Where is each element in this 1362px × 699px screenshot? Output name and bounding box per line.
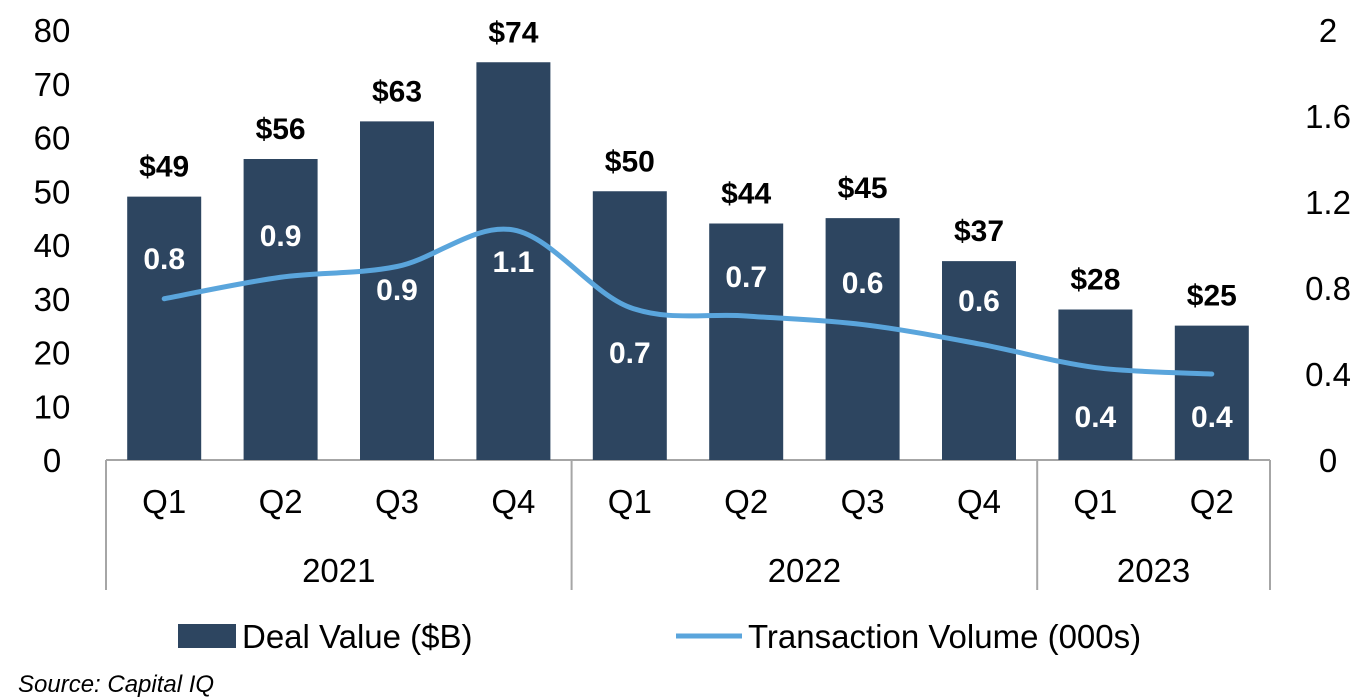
- category-label: Q2: [259, 483, 303, 520]
- category-label: Q1: [1073, 483, 1117, 520]
- line-data-labels: 0.8 0.9 0.9 1.1 0.7 0.7 0.6 0.6 0.4 0.4: [143, 220, 1233, 434]
- right-axis-tick: 0: [1319, 442, 1337, 479]
- bar-value-label: $25: [1187, 280, 1237, 313]
- bar-deal-value: [476, 62, 551, 460]
- bar-value-label: $63: [372, 75, 422, 108]
- year-group-labels: 2021 2022 2023: [302, 552, 1190, 589]
- left-axis-tick: 80: [34, 12, 71, 49]
- line-value-label: 0.6: [842, 267, 884, 300]
- left-axis-tick: 20: [34, 335, 71, 372]
- bar-value-label: $45: [838, 172, 888, 205]
- line-value-label: 0.9: [260, 220, 302, 253]
- line-value-label: 0.4: [1191, 401, 1233, 434]
- right-axis-tick: 0.8: [1305, 270, 1351, 307]
- right-axis-tick: 1.6: [1305, 98, 1351, 135]
- bar-value-label: $49: [139, 151, 189, 184]
- bar-deal-value: [1058, 309, 1133, 460]
- category-label: Q1: [608, 483, 652, 520]
- group-label: 2023: [1117, 552, 1190, 589]
- left-axis-tick: 0: [43, 442, 61, 479]
- left-axis-tick: 60: [34, 120, 71, 157]
- right-axis-tick: 2: [1319, 12, 1337, 49]
- bar-deal-value: [592, 191, 667, 460]
- group-label: 2022: [768, 552, 841, 589]
- source-note: Source: Capital IQ: [18, 671, 214, 698]
- category-label: Q3: [841, 483, 885, 520]
- right-axis-tick: 1.2: [1305, 184, 1351, 221]
- category-axis: [105, 459, 1271, 590]
- group-label: 2021: [302, 552, 375, 589]
- bar-deal-value: [360, 121, 434, 460]
- right-axis-ticks: 0 0.4 0.8 1.2 1.6 2: [1305, 12, 1351, 479]
- bar-value-label: $37: [954, 215, 1004, 248]
- bar-deal-value: [942, 261, 1016, 460]
- left-axis-tick: 40: [34, 227, 71, 264]
- bar-deal-value: [825, 218, 900, 460]
- bar-deal-value: [127, 196, 202, 460]
- line-value-label: 1.1: [493, 246, 535, 279]
- category-label: Q1: [142, 483, 186, 520]
- bar-data-labels: $49 $56 $63 $74 $50 $44 $45 $37 $28 $25: [139, 16, 1237, 312]
- bar-value-label: $50: [605, 145, 655, 178]
- bar-value-label: $56: [256, 113, 306, 146]
- line-value-label: 0.9: [376, 274, 418, 307]
- left-axis-ticks: 0 10 20 30 40 50 60 70 80: [34, 12, 71, 479]
- bar-deal-value: [243, 159, 318, 460]
- transaction-volume-line: [161, 226, 1215, 377]
- bar-value-label: $44: [721, 178, 771, 211]
- category-label: Q2: [1190, 483, 1234, 520]
- bar-value-label: $28: [1070, 264, 1120, 297]
- left-axis-tick: 70: [34, 66, 71, 103]
- legend-swatch-deal-value: [178, 624, 236, 648]
- left-axis-tick: 50: [34, 173, 71, 210]
- legend-label-transaction-volume: Transaction Volume (000s): [748, 618, 1141, 655]
- left-axis-tick: 10: [34, 388, 71, 425]
- line-value-label: 0.8: [143, 243, 185, 276]
- category-label: Q4: [491, 483, 535, 520]
- bar-value-label: $74: [488, 16, 538, 49]
- category-label: Q2: [724, 483, 768, 520]
- line-series-transaction-volume: [161, 226, 1215, 377]
- line-value-label: 0.6: [958, 285, 1000, 318]
- line-value-label: 0.7: [725, 261, 767, 294]
- bar-deal-value: [1174, 325, 1249, 460]
- legend-label-deal-value: Deal Value ($B): [242, 618, 473, 655]
- category-label: Q3: [375, 483, 419, 520]
- bar-deal-value: [709, 223, 784, 460]
- legend: Deal Value ($B) Transaction Volume (000s…: [178, 618, 1141, 655]
- left-axis-tick: 30: [34, 281, 71, 318]
- right-axis-tick: 0.4: [1305, 356, 1351, 393]
- category-labels: Q1 Q2 Q3 Q4 Q1 Q2 Q3 Q4 Q1 Q2: [142, 483, 1234, 520]
- line-value-label: 0.4: [1075, 401, 1117, 434]
- bar-series-deal-value: [127, 62, 1249, 460]
- line-value-label: 0.7: [609, 337, 651, 370]
- category-label: Q4: [957, 483, 1001, 520]
